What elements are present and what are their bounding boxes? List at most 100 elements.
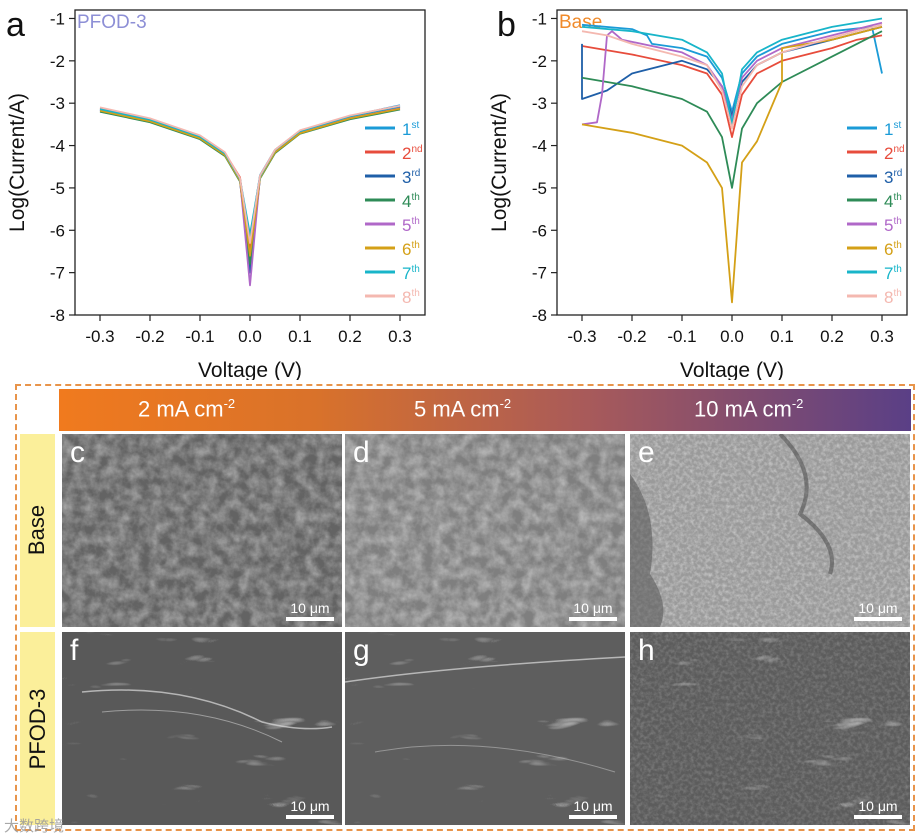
y-tick-label: -6 [532,221,547,240]
scale-bar-c: 10 μm [286,601,334,621]
x-tick-label: -0.1 [185,327,214,346]
sem-image-g: g 10 μm [345,632,625,825]
legend-label-2nd: 2nd [402,144,423,163]
scale-bar-line [286,617,334,621]
sem-letter-c: c [70,436,85,469]
legend-label-3rd: 3rd [402,168,420,187]
y-tick-label: -3 [532,94,547,113]
panel-tag-pfod-3: PFOD-3 [77,12,147,33]
row-label-box-base [20,434,55,627]
sem-texture-d [345,434,625,627]
legend-label-1st: 1st [402,120,419,139]
legend-label-6th: 6th [884,240,902,259]
row-label-box-pfod [20,632,55,825]
sem-image-c: c 10 μm [62,434,342,627]
sem-texture-e [630,434,910,627]
legend-label-5th: 5th [884,216,902,235]
watermark-text: 大数跨境 [4,818,65,835]
y-tick-label: -8 [50,306,65,325]
sem-texture-g [345,632,625,825]
legend-label-5th: 5th [402,216,420,235]
x-tick-label: 0.0 [238,327,262,346]
legend-label-4th: 4th [884,192,902,211]
series-line-7th [99,105,401,236]
panel-tag-base: Base [559,12,602,33]
scale-bar-d: 10 μm [569,601,617,621]
scale-bar-line [854,815,902,819]
sem-letter-g: g [353,634,370,667]
y-tick-label: -4 [532,137,547,156]
x-tick-label: 0.1 [770,327,794,346]
panel-letter-a: a [6,6,25,44]
scale-bar-line [569,815,617,819]
y-tick-label: -1 [532,9,547,28]
y-tick-label: -3 [50,94,65,113]
legend-label-1st: 1st [884,120,901,139]
legend-label-8th: 8th [884,288,902,307]
x-tick-label: 0.0 [720,327,744,346]
scale-bar-f: 10 μm [286,799,334,819]
y-tick-label: -6 [50,221,65,240]
x-tick-label: -0.2 [135,327,164,346]
series-line-1st [99,104,401,240]
column-label-5mA: 5 mA cm-2 [414,396,512,422]
x-axis-label: Voltage (V) [198,359,302,380]
x-axis-label: Voltage (V) [680,359,784,380]
sem-image-f: f 10 μm [62,632,342,825]
x-tick-label: -0.1 [667,327,696,346]
legend-label-8th: 8th [402,288,420,307]
scale-bar-e: 10 μm [854,601,902,621]
sem-letter-f: f [70,634,79,667]
legend-label-7th: 7th [402,264,420,283]
x-tick-label: -0.3 [567,327,596,346]
series-line-8th [581,23,883,130]
sem-texture-f [62,632,342,825]
sem-letter-d: d [353,436,370,469]
current-density-header-bar [59,389,911,431]
x-tick-label: 0.1 [288,327,312,346]
sem-image-d: d 10 μm [345,434,625,627]
sem-image-e: e 10 μm [630,434,910,627]
y-tick-label: -7 [50,264,65,283]
y-tick-label: -1 [50,9,65,28]
column-label-2mA: 2 mA cm-2 [138,396,236,422]
sem-image-h: h 10 μm [630,632,910,825]
x-tick-label: 0.3 [388,327,412,346]
chart-b-plot: -0.3 -0.2 -0.1 0.0 0.1 0.2 0.3 -1 -2 -3 -4 -5 -6 -7 -8… [488,9,908,380]
legend-label-3rd: 3rd [884,168,902,187]
scale-bar-line [854,617,902,621]
column-label-10mA: 10 mA cm-2 [694,396,804,422]
row-label-base: Base [24,504,49,556]
sem-texture-h [630,632,910,825]
legend-label-2nd: 2nd [884,144,905,163]
sem-letter-e: e [638,436,655,469]
scale-bar-g: 10 μm [569,799,617,819]
sem-dashed-frame [15,384,915,831]
y-tick-label: -7 [532,264,547,283]
x-tick-label: 0.2 [820,327,844,346]
series-line-6th [99,107,401,257]
legend-label-7th: 7th [884,264,902,283]
y-axis-label: Log(Current/A) [488,93,511,232]
series-line-4th [581,30,883,189]
x-tick-label: 0.3 [870,327,894,346]
y-tick-label: -5 [50,179,65,198]
scale-bar-line [569,617,617,621]
y-axis-label: Log(Current/A) [6,93,29,232]
scale-bar-h: 10 μm [854,799,902,819]
y-tick-label: -8 [532,306,547,325]
scale-bar-line [286,815,334,819]
plot-frame [556,9,908,316]
chart-a-plot: -0.3 -0.2 -0.1 0.0 0.1 0.2 0.3 -1 -2 -3 -4 -5 -6 -7 -8… [6,9,426,380]
row-label-pfod3: PFOD-3 [25,688,50,770]
y-tick-label: -2 [532,52,547,71]
legend-label-4th: 4th [402,192,420,211]
series-line-6th [581,26,883,304]
panel-letter-b: b [497,6,516,44]
series-line-8th [99,104,401,244]
y-tick-label: -2 [50,52,65,71]
y-tick-label: -4 [50,137,65,156]
series-line-7th [581,17,883,126]
x-tick-label: -0.3 [85,327,114,346]
sem-letter-h: h [638,634,655,667]
